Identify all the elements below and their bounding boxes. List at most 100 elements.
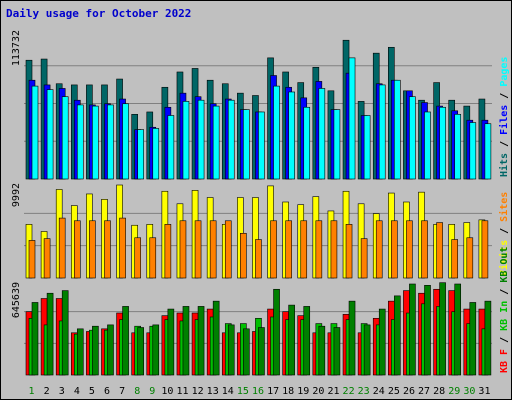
bar-sites-day-29 xyxy=(451,239,459,279)
bar-kb-out-day-25 xyxy=(394,295,401,376)
legend-item: Files xyxy=(498,105,510,135)
bar-kb-out-day-13 xyxy=(212,300,220,376)
bar-pages-day-31 xyxy=(484,123,492,180)
bar-pages-day-24 xyxy=(378,84,386,180)
x-tick-label: 29 xyxy=(448,386,460,397)
x-tick-label: 8 xyxy=(134,386,140,397)
bar-kb-out-day-31 xyxy=(484,300,492,376)
bar-kb-out-day-26 xyxy=(409,283,416,376)
legend-item: Sites xyxy=(498,192,510,222)
x-tick-label: 4 xyxy=(74,386,80,397)
bar-pages-day-22 xyxy=(348,57,356,180)
bar-pages-day-5 xyxy=(92,105,99,180)
bar-sites-day-3 xyxy=(58,217,66,279)
bar-sites-day-7 xyxy=(119,217,126,279)
y-max-label: 113732 xyxy=(11,30,22,66)
bar-kb-out-day-14 xyxy=(227,324,235,376)
legend-separator: / xyxy=(499,87,510,105)
bar-kb-out-day-2 xyxy=(46,292,54,376)
bar-pages-day-18 xyxy=(288,91,295,180)
legend-separator: / xyxy=(499,222,510,240)
legend-separator: / xyxy=(499,331,510,349)
bar-kb-out-day-4 xyxy=(76,328,84,376)
x-tick-label: 19 xyxy=(297,386,309,397)
x-tick-label: 22 xyxy=(343,386,355,397)
bar-pages-day-11 xyxy=(182,101,190,180)
bar-pages-day-29 xyxy=(454,114,462,180)
bar-sites-day-30 xyxy=(466,237,474,279)
bar-sites-day-10 xyxy=(164,224,172,279)
legend-2: Visits / Sites xyxy=(498,192,510,276)
x-tick-label: 12 xyxy=(192,386,204,397)
legend-item: Hits xyxy=(498,153,510,177)
bar-pages-day-9 xyxy=(152,128,160,180)
bar-pages-day-26 xyxy=(409,96,416,180)
bar-pages-day-13 xyxy=(212,105,220,180)
x-tick-label: 25 xyxy=(388,386,400,397)
bar-sites-day-6 xyxy=(104,220,111,279)
bar-pages-day-14 xyxy=(227,99,235,180)
x-tick-label: 1 xyxy=(29,386,35,397)
bar-pages-day-8 xyxy=(137,129,144,180)
bar-kb-out-day-16 xyxy=(258,327,265,376)
x-tick-label: 7 xyxy=(119,386,125,397)
bar-pages-day-27 xyxy=(424,111,431,180)
x-tick-label: 30 xyxy=(463,386,475,397)
x-tick-label: 24 xyxy=(373,386,385,397)
bar-sites-day-8 xyxy=(134,237,141,279)
bar-kb-out-day-22 xyxy=(348,300,356,376)
bar-sites-day-22 xyxy=(345,224,353,279)
x-tick-label: 9 xyxy=(149,386,155,397)
legend-item: Visits xyxy=(498,240,510,276)
bar-kb-out-day-10 xyxy=(167,308,175,376)
bar-sites-day-19 xyxy=(300,220,308,279)
bar-kb-out-day-27 xyxy=(424,285,431,376)
bar-kb-out-day-30 xyxy=(469,302,477,376)
bar-pages-day-12 xyxy=(197,99,205,180)
legend-1: Hits / Files / Pages xyxy=(498,57,510,177)
legend-item: Pages xyxy=(499,57,510,87)
bar-sites-day-18 xyxy=(285,220,292,279)
bar-sites-day-17 xyxy=(270,220,277,279)
bar-sites-day-12 xyxy=(194,220,202,279)
x-tick-label: 31 xyxy=(478,386,490,397)
bar-kb-out-day-3 xyxy=(61,290,69,376)
bar-sites-day-15 xyxy=(240,232,247,279)
bar-pages-day-16 xyxy=(258,111,265,180)
x-tick-label: 14 xyxy=(222,386,234,397)
bar-sites-day-24 xyxy=(375,220,383,279)
bar-kb-out-day-28 xyxy=(439,282,446,376)
bar-pages-day-1 xyxy=(31,85,39,180)
x-tick-label: 11 xyxy=(176,386,188,397)
y-max-label: 645639 xyxy=(11,282,22,318)
bar-kb-out-day-21 xyxy=(333,327,341,376)
bar-kb-out-day-7 xyxy=(122,306,129,376)
bar-kb-out-day-24 xyxy=(378,308,386,376)
x-tick-label: 18 xyxy=(282,386,294,397)
bar-pages-day-4 xyxy=(76,104,84,180)
bar-pages-day-2 xyxy=(46,89,54,180)
bar-sites-day-9 xyxy=(149,237,157,279)
bar-sites-day-13 xyxy=(209,220,217,279)
bar-sites-day-28 xyxy=(436,222,443,279)
bar-sites-day-5 xyxy=(89,220,96,279)
bar-sites-day-14 xyxy=(224,220,232,279)
x-tick-label: 20 xyxy=(312,386,324,397)
legend-separator: / xyxy=(499,135,510,153)
legend-item: KB Out xyxy=(499,247,510,283)
bar-pages-day-21 xyxy=(333,109,341,180)
bar-kb-out-day-1 xyxy=(31,302,39,376)
bar-sites-day-11 xyxy=(179,220,187,279)
bar-pages-day-20 xyxy=(318,88,326,180)
bar-pages-day-6 xyxy=(107,104,114,180)
bar-kb-out-day-5 xyxy=(92,325,99,376)
bar-sites-day-20 xyxy=(315,220,323,279)
x-tick-label: 23 xyxy=(358,386,370,397)
bar-kb-out-day-8 xyxy=(137,327,144,376)
x-tick-label: 26 xyxy=(403,386,415,397)
legend-separator: / xyxy=(499,283,510,301)
bar-kb-out-day-20 xyxy=(318,325,326,376)
bar-kb-out-day-19 xyxy=(303,306,311,376)
bar-pages-day-23 xyxy=(363,115,371,180)
